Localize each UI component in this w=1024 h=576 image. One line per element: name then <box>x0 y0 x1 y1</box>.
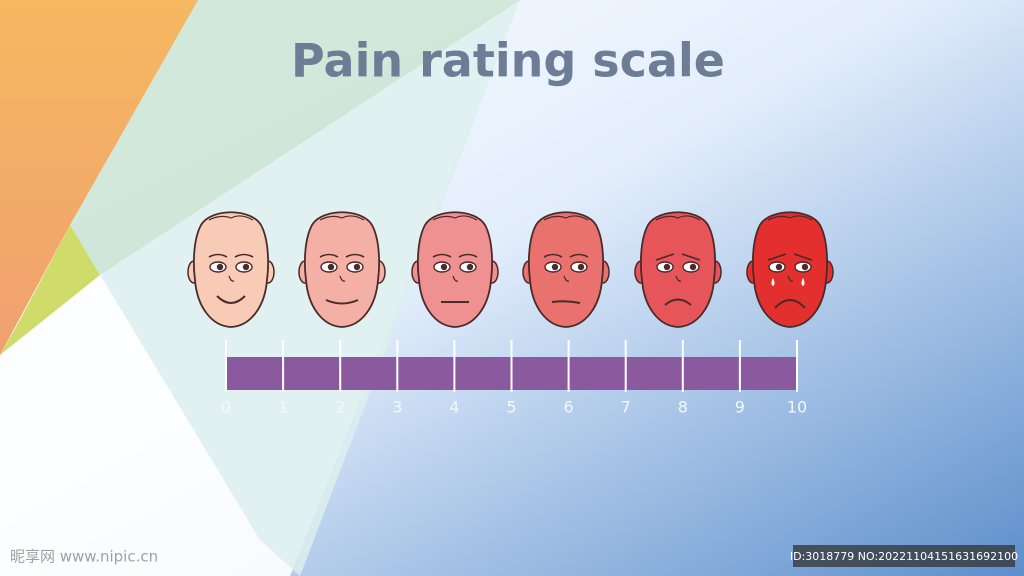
brow <box>319 253 339 258</box>
mouth <box>551 300 581 304</box>
pupil <box>466 263 474 271</box>
face <box>522 211 610 328</box>
bg-shape <box>0 225 100 355</box>
brow <box>432 253 452 258</box>
head <box>417 211 493 328</box>
head <box>193 211 269 328</box>
nose <box>787 275 794 282</box>
tick-label: 4 <box>449 398 459 417</box>
bg-shape <box>70 0 520 275</box>
pupil <box>689 263 697 271</box>
tick-label: 2 <box>335 398 345 417</box>
nose <box>228 275 235 282</box>
pupil <box>551 263 559 271</box>
pupil <box>242 263 250 271</box>
hairline <box>655 215 701 221</box>
tick-label: 1 <box>278 398 288 417</box>
tick-label: 5 <box>506 398 516 417</box>
brow <box>458 253 478 258</box>
pupil <box>663 263 671 271</box>
tick-label: 6 <box>564 398 574 417</box>
pupil <box>440 263 448 271</box>
brow <box>767 253 787 261</box>
hairline <box>767 215 813 221</box>
tick-label: 0 <box>221 398 231 417</box>
brow <box>345 253 365 258</box>
brow <box>681 253 701 261</box>
head <box>304 211 380 328</box>
face <box>187 211 275 328</box>
scale-ticks: 0 1 2 3 4 5 6 7 8 9 10 <box>221 340 807 417</box>
hairline <box>543 215 589 221</box>
face <box>298 211 386 328</box>
head <box>640 211 716 328</box>
pupil <box>327 263 335 271</box>
brow <box>208 253 228 258</box>
faces <box>187 211 834 328</box>
tick-label: 9 <box>735 398 745 417</box>
nose <box>675 275 682 282</box>
tear <box>771 278 775 286</box>
title: Pain rating scale <box>291 34 725 88</box>
tick-label: 3 <box>392 398 402 417</box>
brow <box>655 253 675 261</box>
nose <box>339 275 346 282</box>
mouth <box>664 298 692 306</box>
pupil <box>216 263 224 271</box>
pupil <box>801 263 809 271</box>
brow <box>569 253 589 258</box>
hairline <box>319 215 365 221</box>
watermark-box <box>793 545 1015 567</box>
face <box>746 211 834 328</box>
mouth <box>774 299 806 309</box>
pupil <box>775 263 783 271</box>
bg-shape <box>70 0 520 576</box>
nose <box>563 275 570 282</box>
brow <box>234 253 254 258</box>
hairline <box>208 215 254 221</box>
brow <box>543 253 563 258</box>
pupil <box>353 263 361 271</box>
head <box>752 211 828 328</box>
face <box>411 211 499 328</box>
watermark-site: 昵享网 www.nipic.cn <box>10 548 158 566</box>
watermark-id: ID:3018779 NO:20221104151631692100 <box>790 550 1018 563</box>
brow <box>793 253 813 261</box>
nose <box>452 275 459 282</box>
face <box>634 211 722 328</box>
bg-shape <box>0 0 198 355</box>
tear <box>801 278 805 286</box>
mouth <box>325 299 359 305</box>
mouth <box>216 295 246 304</box>
tick-label: 10 <box>787 398 807 417</box>
tick-label: 7 <box>621 398 631 417</box>
hairline <box>432 215 478 221</box>
head <box>528 211 604 328</box>
tick-label: 8 <box>678 398 688 417</box>
pupil <box>577 263 585 271</box>
